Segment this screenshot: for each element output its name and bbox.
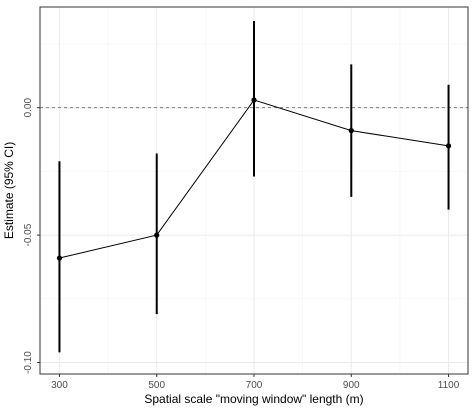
y-tick-label: -0.05 <box>23 223 34 246</box>
y-axis-title: Estimate (95% CI) <box>2 142 16 239</box>
x-axis-title: Spatial scale "moving window" length (m) <box>144 392 363 406</box>
x-tick-label: 700 <box>246 380 263 391</box>
estimate-point <box>56 255 63 261</box>
estimate-point <box>348 128 354 134</box>
x-tick-label: 900 <box>343 380 360 391</box>
y-tick-label: -0.10 <box>23 351 34 374</box>
x-tick-label: 300 <box>51 380 68 391</box>
y-axis-tick-labels: -0.10 -0.05 0.00 <box>23 98 34 374</box>
estimate-point <box>445 143 452 149</box>
estimate-point <box>154 232 160 238</box>
x-tick-label: 500 <box>148 380 165 391</box>
estimate-point <box>251 97 257 103</box>
x-axis-tick-labels: 300 500 700 900 1100 <box>51 380 460 391</box>
estimate-points <box>56 97 452 261</box>
y-tick-label: 0.00 <box>23 98 34 118</box>
axis-ticks <box>37 107 450 377</box>
x-tick-label: 1100 <box>438 380 460 391</box>
